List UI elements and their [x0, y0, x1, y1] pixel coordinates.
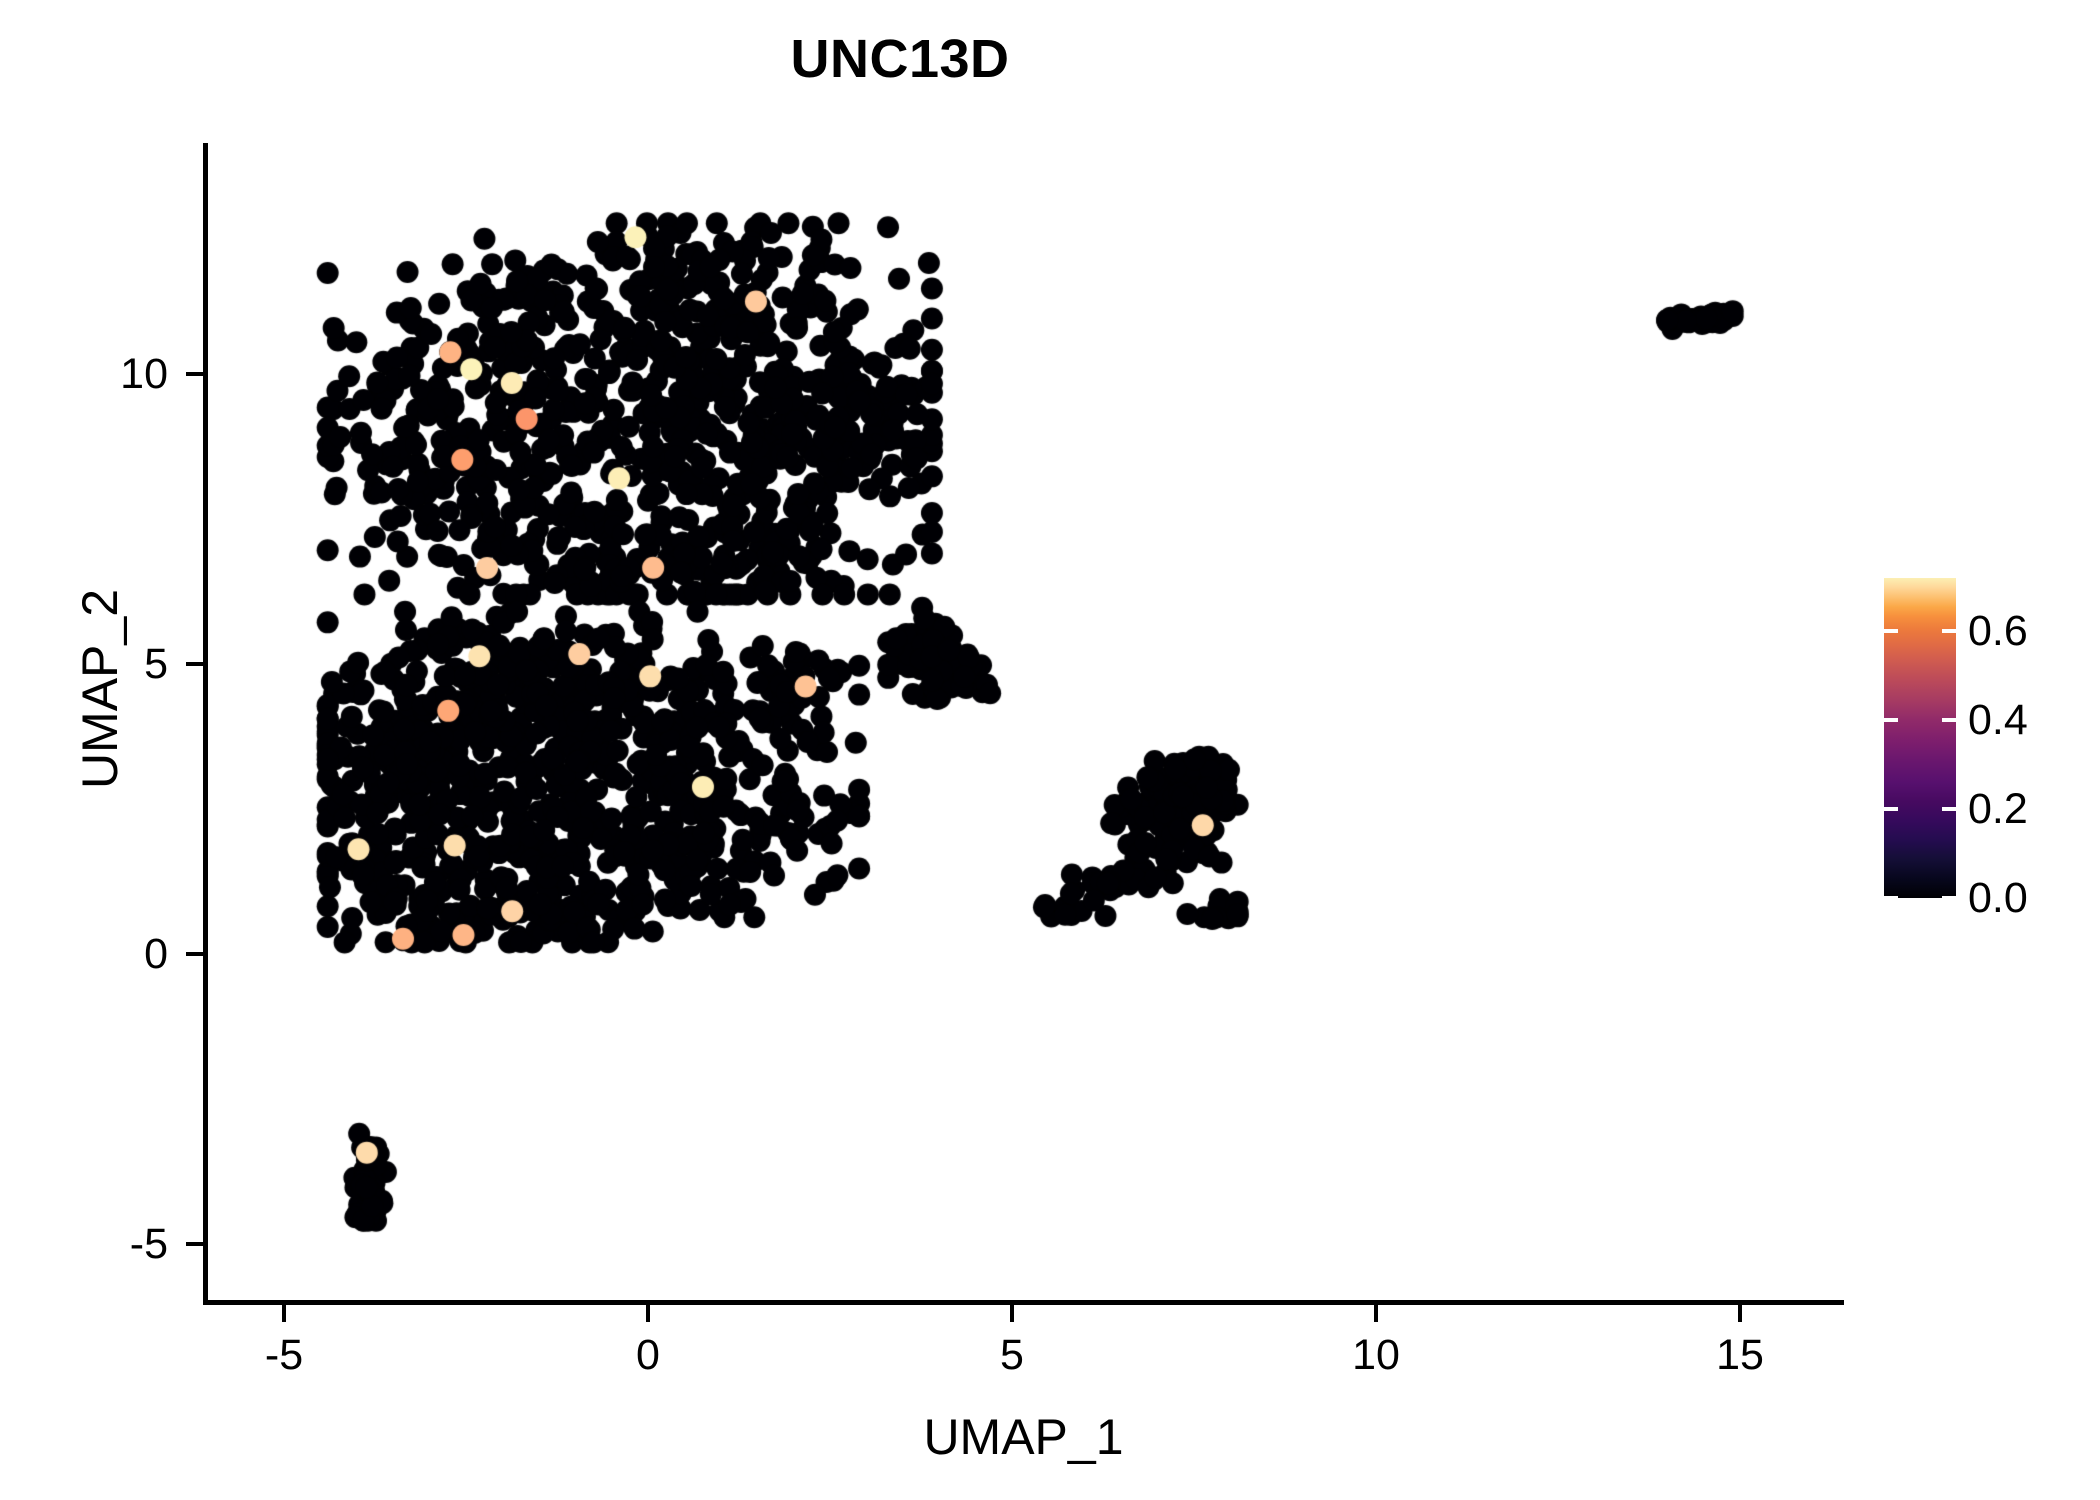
x-tick-label: 5 [1000, 1331, 1024, 1379]
colorbar-tick-label: 0.4 [1968, 696, 2028, 745]
y-tick-label: -5 [129, 1220, 168, 1268]
colorbar-legend [1884, 578, 1956, 900]
colorbar-tick-mark [1942, 718, 1956, 723]
colorbar-tick-mark [1884, 718, 1898, 723]
y-tick-mark [186, 662, 203, 666]
colorbar-tick-mark [1942, 896, 1956, 900]
x-tick-label: -5 [264, 1331, 304, 1379]
y-tick-mark [186, 372, 203, 376]
y-tick-mark [186, 1242, 203, 1246]
x-tick-label: 15 [1716, 1331, 1764, 1379]
colorbar-tick-mark [1884, 896, 1898, 900]
x-tick-mark [1738, 1305, 1742, 1322]
y-tick-label: 10 [120, 350, 168, 398]
colorbar-tick-mark [1884, 629, 1898, 634]
colorbar-tick-mark [1942, 807, 1956, 812]
x-tick-label: 10 [1352, 1331, 1400, 1379]
colorbar-tick-label: 0.0 [1968, 874, 2028, 922]
colorbar-tick-mark [1884, 807, 1898, 812]
y-axis-label: UMAP_2 [72, 588, 128, 790]
colorbar-tick-label: 0.2 [1968, 785, 2028, 834]
x-tick-mark [1374, 1305, 1378, 1322]
y-tick-label: 5 [144, 640, 168, 688]
colorbar-tick-mark [1942, 629, 1956, 634]
x-tick-mark [1010, 1305, 1014, 1322]
x-tick-mark [646, 1305, 650, 1322]
colorbar-gradient [1884, 578, 1956, 898]
x-tick-label: 0 [636, 1331, 660, 1379]
x-axis-label: UMAP_1 [923, 1409, 1124, 1465]
y-tick-label: 0 [144, 930, 168, 978]
colorbar-tick-label: 0.6 [1968, 607, 2028, 656]
y-tick-mark [186, 952, 203, 956]
x-tick-mark [282, 1305, 286, 1322]
